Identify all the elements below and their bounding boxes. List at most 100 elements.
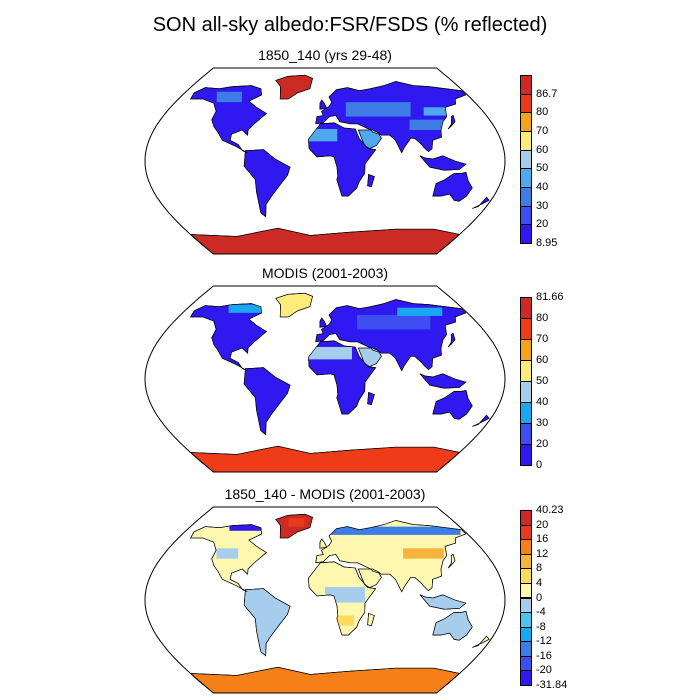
colorbar-swatch bbox=[520, 168, 532, 188]
colorbar-label: 60 bbox=[536, 143, 549, 156]
colorbar-label: 60 bbox=[536, 354, 549, 366]
colorbar-swatch bbox=[520, 582, 532, 599]
coastline bbox=[432, 611, 473, 641]
colorbar-label: -8 bbox=[536, 620, 546, 633]
colorbar-swatch bbox=[520, 612, 532, 628]
coastline bbox=[308, 340, 377, 415]
field-patch bbox=[397, 307, 443, 316]
colorbar-swatch bbox=[520, 597, 532, 614]
landmass-australia bbox=[432, 390, 473, 420]
colorbar-swatch bbox=[520, 670, 532, 686]
field-patch bbox=[409, 119, 447, 130]
coastline bbox=[189, 666, 461, 693]
colorbar-swatch bbox=[520, 149, 532, 170]
coastline bbox=[275, 292, 313, 318]
coastline bbox=[308, 122, 377, 197]
colorbar-label: 70 bbox=[536, 333, 549, 345]
colorbar-swatch bbox=[520, 553, 532, 570]
colorbar-swatch bbox=[520, 444, 532, 466]
landmass-north-america bbox=[190, 303, 267, 371]
coastline bbox=[419, 155, 467, 171]
colorbar-swatch bbox=[520, 626, 532, 643]
map-diff bbox=[144, 506, 506, 694]
coastline bbox=[367, 173, 375, 188]
map-border bbox=[144, 67, 506, 255]
coastline bbox=[367, 612, 375, 627]
field-patch bbox=[345, 102, 411, 117]
colorbar-swatch bbox=[520, 187, 532, 207]
colorbar-label: 50 bbox=[536, 375, 549, 387]
colorbar-label: 80 bbox=[536, 312, 549, 324]
coastline bbox=[189, 445, 461, 472]
colorbar-swatch bbox=[520, 360, 532, 382]
colorbar-swatch bbox=[520, 568, 532, 584]
colorbar-label: 40 bbox=[536, 181, 549, 193]
field-patch bbox=[423, 107, 456, 116]
colorbar-label: 20 bbox=[536, 218, 549, 231]
coastline bbox=[447, 333, 456, 348]
coastline bbox=[315, 81, 467, 154]
colorbar-label: -31.84 bbox=[536, 679, 568, 691]
field-patch bbox=[216, 91, 242, 103]
field-patch bbox=[298, 346, 352, 360]
coastline bbox=[472, 635, 490, 648]
colorbar-label: 80 bbox=[536, 106, 549, 119]
colorbar-label: 30 bbox=[536, 199, 549, 212]
landmass-australia bbox=[432, 611, 473, 641]
colorbar-label: 0 bbox=[536, 459, 543, 471]
colorbar-swatch bbox=[520, 402, 532, 424]
landmass-south-america bbox=[243, 149, 291, 218]
field-patch bbox=[229, 524, 271, 531]
coastline bbox=[447, 554, 456, 569]
coastline bbox=[308, 561, 377, 636]
field-patch bbox=[228, 304, 270, 313]
panel-title-model: 1850_140 (yrs 29-48) bbox=[258, 47, 392, 63]
colorbar-swatch bbox=[520, 205, 532, 226]
map-obs bbox=[144, 285, 506, 473]
coastline bbox=[367, 391, 375, 406]
field-patch bbox=[288, 518, 305, 527]
colorbar-label: 50 bbox=[536, 162, 549, 175]
colorbar-label: -20 bbox=[536, 664, 552, 677]
colorbar-swatch bbox=[520, 423, 532, 445]
colorbar-swatch bbox=[520, 93, 532, 114]
coastline bbox=[190, 303, 267, 371]
colorbar-label: 4 bbox=[536, 576, 543, 589]
coastline bbox=[315, 299, 467, 372]
colorbar-label: 8 bbox=[536, 562, 543, 575]
field-patch bbox=[284, 128, 338, 142]
colorbar-label: 16 bbox=[536, 533, 549, 546]
colorbar-label: 12 bbox=[536, 547, 549, 560]
colorbar-swatch bbox=[520, 524, 532, 541]
colorbar-label: 20 bbox=[536, 438, 549, 450]
colorbar-swatch bbox=[520, 510, 532, 526]
landmass-antarctica bbox=[189, 666, 461, 693]
field-patch bbox=[317, 526, 461, 535]
coastline bbox=[319, 317, 328, 328]
colorbar-swatch bbox=[520, 381, 532, 403]
colorbar-swatch bbox=[520, 539, 532, 555]
colorbar-swatch bbox=[520, 339, 532, 361]
coastline bbox=[243, 588, 291, 657]
coastline bbox=[319, 99, 328, 110]
colorbar-label: -16 bbox=[536, 649, 552, 662]
colorbar-label: 40.23 bbox=[536, 504, 564, 516]
coastline bbox=[472, 414, 490, 427]
coastline bbox=[315, 520, 467, 593]
landmass-south-america bbox=[243, 588, 291, 657]
coastline bbox=[275, 513, 313, 539]
field-patch bbox=[216, 548, 239, 559]
colorbar-label: -4 bbox=[536, 606, 546, 619]
coastline bbox=[419, 594, 467, 610]
colorbar-label: 0 bbox=[536, 591, 543, 604]
coastline bbox=[319, 538, 328, 549]
colorbar-label: 30 bbox=[536, 417, 549, 429]
figure-title: SON all-sky albedo:FSR/FSDS (% reflected… bbox=[152, 14, 548, 36]
coastline bbox=[472, 196, 490, 209]
coastline bbox=[275, 74, 313, 100]
field-patch bbox=[258, 79, 278, 86]
colorbar-swatch bbox=[520, 655, 532, 672]
landmass-south-america bbox=[243, 367, 291, 436]
colorbar-swatch bbox=[520, 297, 532, 319]
panel-title-diff: 1850_140 - MODIS (2001-2003) bbox=[224, 486, 426, 502]
